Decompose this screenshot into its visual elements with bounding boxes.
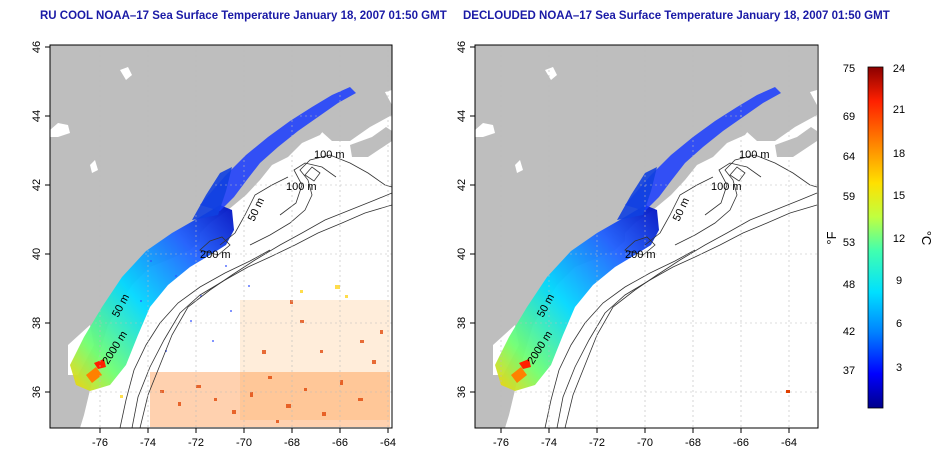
left-x-tick: -66 [332, 437, 348, 449]
celsius-tick: 24 [893, 63, 905, 75]
right-x-tick: -74 [541, 437, 557, 449]
left-x-tick: -64 [380, 437, 396, 449]
left-graticule [50, 45, 392, 428]
celsius-tick: 21 [893, 104, 905, 116]
left-y-tick: 44 [31, 110, 43, 122]
fahrenheit-label: °F [824, 231, 839, 244]
fahrenheit-tick: 69 [843, 111, 855, 123]
left-map: 100 m 100 m 50 m 200 m 50 m 2000 m -76 -… [31, 41, 396, 449]
celsius-tick: 6 [896, 318, 902, 330]
celsius-tick: 12 [893, 233, 905, 245]
left-x-tick: -76 [92, 437, 108, 449]
fahrenheit-tick: 75 [843, 63, 855, 75]
celsius-tick: 15 [893, 190, 905, 202]
right-contour-label-1: 100 m [739, 149, 770, 161]
colorbar-gradient [867, 66, 884, 409]
celsius-tick: 3 [896, 362, 902, 374]
right-x-tick: -70 [637, 437, 653, 449]
right-y-tick: 42 [456, 179, 468, 191]
left-y-tick: 38 [31, 317, 43, 329]
fahrenheit-tick: 64 [843, 151, 855, 163]
right-x-tick: -72 [589, 437, 605, 449]
right-y-tick: 44 [456, 110, 468, 122]
left-y-tick: 40 [31, 248, 43, 260]
left-y-tick: 36 [31, 386, 43, 398]
left-y-tick: 42 [31, 179, 43, 191]
right-x-tick: -68 [685, 437, 701, 449]
left-contour-label-1: 100 m [314, 149, 345, 161]
right-y-tick: 40 [456, 248, 468, 260]
celsius-tick: 9 [896, 275, 902, 287]
right-map-frame [474, 44, 819, 429]
left-y-tick: 46 [31, 41, 43, 53]
right-y-tick: 36 [456, 386, 468, 398]
left-map-frame [49, 44, 393, 429]
right-x-tick: -64 [781, 437, 797, 449]
left-x-tick: -68 [284, 437, 300, 449]
right-x-tick: -66 [733, 437, 749, 449]
left-x-tick: -70 [236, 437, 252, 449]
right-panel-title: DECLOUDED NOAA–17 Sea Surface Temperatur… [463, 10, 890, 22]
right-map: 100 m 100 m 50 m 200 m 50 m 2000 m -76 -… [456, 41, 819, 449]
fahrenheit-tick: 48 [843, 279, 855, 291]
fahrenheit-tick: 42 [843, 326, 855, 338]
right-contour-label-2: 100 m [711, 181, 742, 193]
right-x-tick: -76 [493, 437, 509, 449]
right-graticule [475, 45, 818, 428]
left-x-tick: -74 [140, 437, 156, 449]
fahrenheit-tick: 59 [843, 191, 855, 203]
left-x-tick: -72 [188, 437, 204, 449]
right-y-tick: 46 [456, 41, 468, 53]
celsius-tick: 18 [893, 148, 905, 160]
left-contour-label-2: 100 m [286, 181, 317, 193]
right-residual-pixel [786, 390, 790, 393]
right-contour-label-4: 200 m [625, 249, 656, 261]
fahrenheit-tick: 37 [843, 365, 855, 377]
celsius-label: °C [919, 231, 934, 246]
colorbar: 75 69 64 59 53 48 42 37 24 21 18 15 12 9… [824, 63, 934, 409]
left-contour-label-4: 200 m [200, 249, 231, 261]
fahrenheit-tick: 53 [843, 237, 855, 249]
left-panel-title: RU COOL NOAA–17 Sea Surface Temperature … [40, 10, 447, 22]
left-offshore-noise [120, 260, 390, 427]
right-y-tick: 38 [456, 317, 468, 329]
